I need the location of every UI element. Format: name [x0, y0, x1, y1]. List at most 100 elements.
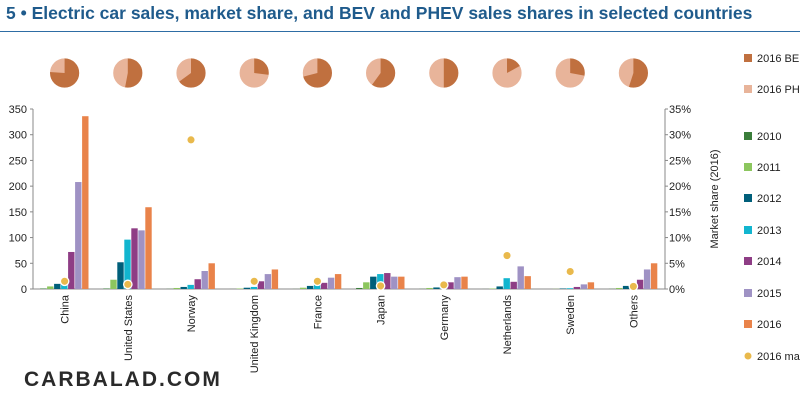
bar-2016-8: [587, 282, 595, 289]
pie-outline-1: [112, 57, 144, 89]
bar-2016-3: [271, 269, 279, 289]
right-tick-label: 30%: [669, 130, 691, 142]
bar-2012-4: [306, 285, 314, 289]
bar-2014-5: [384, 273, 391, 289]
legend-label-2015: 2015: [757, 288, 781, 300]
market-share-point-6: [438, 280, 449, 290]
legend-label-2014: 2014: [757, 256, 781, 268]
pie-bev-9: [628, 58, 649, 88]
right-tick-label: 5%: [669, 258, 685, 270]
bar-2012-3: [243, 287, 251, 289]
right-tick-label: 25%: [669, 155, 691, 167]
bar-2011-1: [110, 279, 117, 289]
pie-outline-4: [301, 57, 333, 89]
watermark: CARBALAD.COM: [24, 368, 222, 391]
right-tick-label: 35%: [669, 104, 691, 116]
bar-2016-5: [398, 276, 405, 289]
pie-outline-0: [49, 57, 80, 89]
category-label-0: China: [60, 294, 72, 324]
legend-label-2016: 2016: [757, 319, 781, 331]
bar-2011-6: [426, 287, 433, 289]
category-label-3: United Kingdom: [249, 295, 261, 373]
legend-swatch-2012: [744, 194, 752, 202]
right-tick-label: 0%: [669, 284, 685, 296]
legend-swatch-2014: [744, 257, 752, 265]
bar-2015-4: [327, 277, 335, 289]
bar-2012-5: [370, 276, 377, 289]
bar-2013-3: [250, 286, 258, 289]
left-tick-label: 200: [9, 181, 27, 193]
market-share-point-4: [312, 276, 323, 287]
bar-2011-7: [489, 288, 496, 289]
left-tick-label: 150: [9, 207, 27, 219]
pie-outline-3: [238, 57, 270, 89]
right-tick-label: 10%: [669, 233, 691, 245]
bar-2016-0: [82, 116, 89, 289]
bar-2014-8: [573, 286, 581, 289]
bar-2011-3: [236, 288, 244, 289]
left-tick-label: 50: [15, 258, 27, 270]
pie-bev-1: [124, 58, 143, 88]
market-share-point-0: [59, 276, 70, 287]
market-share-point-2: [186, 135, 196, 145]
category-label-8: Sweden: [565, 295, 577, 335]
bar-2012-0: [54, 283, 61, 289]
bar-2012-1: [117, 262, 124, 289]
bar-2014-0: [68, 251, 75, 289]
left-tick-label: 350: [9, 104, 27, 116]
bar-2014-2: [194, 279, 201, 289]
bar-2011-9: [615, 287, 623, 289]
pie-bev-0: [49, 58, 80, 88]
bar-2015-5: [391, 276, 398, 289]
legend-swatch-2016: [744, 320, 752, 328]
pie-bev-8: [570, 58, 586, 76]
category-label-2: Norway: [186, 295, 198, 333]
category-label-9: Others: [628, 295, 640, 329]
bar-2012-8: [559, 288, 567, 289]
bar-2014-3: [257, 281, 265, 289]
bar-2014-9: [636, 279, 644, 289]
bar-2015-1: [138, 230, 145, 289]
left-tick-label: 300: [9, 130, 27, 142]
right-tick-label: 20%: [669, 181, 691, 193]
legend-label-bev: 2016 BE: [757, 53, 799, 65]
bar-2015-2: [201, 271, 208, 289]
legend-label-phev: 2016 PH: [757, 84, 800, 96]
bar-2011-0: [47, 286, 54, 289]
pie-bev-6: [443, 58, 459, 88]
pie-outline-5: [365, 57, 397, 89]
pie-bev-5: [371, 58, 396, 88]
legend-marker-market-share: [744, 352, 752, 360]
bar-2016-2: [208, 263, 215, 289]
right-tick-label: 15%: [669, 207, 691, 219]
market-share-point-3: [249, 276, 260, 287]
pie-bev-3: [254, 58, 270, 75]
market-share-point-9: [628, 281, 639, 292]
market-share-point-7: [502, 250, 512, 261]
category-label-5: Japan: [376, 295, 388, 325]
market-share-point-8: [565, 266, 576, 277]
bar-2014-1: [131, 228, 138, 289]
right-axis-label: Market share (2016): [709, 149, 721, 248]
bar-2015-8: [580, 284, 588, 289]
legend-swatch-2015: [744, 289, 752, 297]
bar-2010-5: [356, 287, 363, 289]
bar-2013-8: [566, 288, 574, 289]
left-tick-label: 100: [9, 233, 27, 245]
bar-2014-7: [510, 281, 517, 289]
bar-2012-7: [496, 286, 503, 289]
pie-bev-2: [178, 58, 206, 88]
bar-2012-9: [622, 285, 630, 289]
bar-2014-4: [320, 282, 328, 289]
category-label-6: Germany: [439, 295, 451, 341]
bar-2016-1: [145, 207, 152, 289]
title-rule: [0, 31, 800, 32]
legend-label-2013: 2013: [757, 225, 781, 237]
bar-2015-9: [643, 269, 651, 289]
bar-2014-6: [447, 282, 454, 289]
legend-swatch-2011: [744, 163, 752, 171]
legend-swatch-2013: [744, 226, 752, 234]
pie-outline-6: [428, 57, 460, 89]
pie-outline-9: [618, 57, 649, 89]
